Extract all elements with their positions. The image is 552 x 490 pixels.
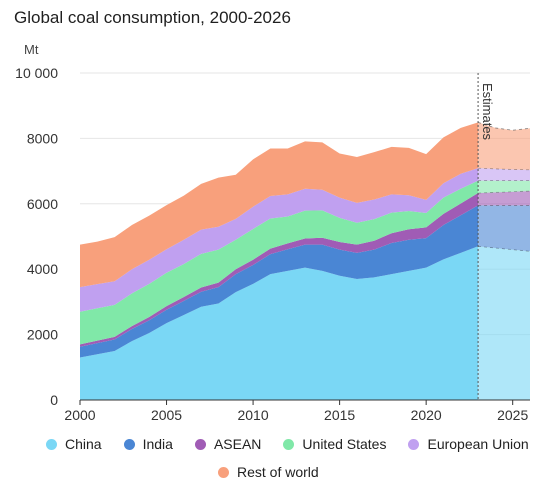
- legend-item-china: China: [46, 436, 102, 452]
- area-estimate-united-states: [478, 180, 530, 194]
- x-tick-label: 2000: [64, 407, 95, 423]
- legend-label: Rest of world: [237, 464, 319, 480]
- area-estimate-asean: [478, 191, 530, 206]
- legend-item-united-states: United States: [283, 436, 386, 452]
- y-tick-label: 6000: [27, 196, 58, 212]
- area-united-states: [80, 180, 479, 345]
- legend-swatch: [123, 438, 135, 450]
- area-estimate-european-union: [478, 168, 530, 181]
- y-tick-label: 4000: [27, 261, 58, 277]
- legend-swatch: [283, 438, 295, 450]
- y-tick-label: 8000: [27, 130, 58, 146]
- legend-swatch: [194, 438, 206, 450]
- y-tick-label: 2000: [27, 327, 58, 343]
- x-tick-label: 2015: [324, 407, 355, 423]
- legend-swatch: [408, 438, 420, 450]
- y-tick-label: 0: [50, 392, 58, 408]
- legend-item-asean: ASEAN: [194, 436, 262, 452]
- legend-item-european-union: European Union: [408, 436, 529, 452]
- area-india: [80, 205, 479, 358]
- chart-title: Global coal consumption, 2000-2026: [14, 8, 291, 27]
- stacked-area-chart: 0 2000 4000 6000 8000 10 000 Estimates 2000 2005…: [15, 65, 531, 423]
- x-tick-label: 2010: [237, 407, 268, 423]
- y-axis-unit: Mt: [24, 42, 39, 57]
- legend-label: United States: [302, 436, 387, 452]
- legend-label: European Union: [427, 436, 529, 452]
- area-china: [80, 246, 479, 400]
- area-estimate-china: [478, 246, 530, 400]
- legend-item-india: India: [123, 436, 173, 452]
- legend-swatch: [218, 466, 229, 478]
- legend-row-2: Rest of world: [218, 464, 341, 480]
- legend-label: ASEAN: [213, 436, 262, 452]
- estimate-boundary-rest-of-world: [477, 121, 531, 131]
- estimates-label: Estimates: [480, 83, 495, 141]
- area-rest-of-world: [80, 122, 479, 288]
- area-estimate-rest-of-world: [478, 122, 530, 170]
- legend-label: China: [65, 436, 102, 452]
- y-tick-label: 10 000: [15, 65, 58, 81]
- x-tick-label: 2020: [411, 407, 442, 423]
- legend-label: India: [142, 436, 173, 452]
- x-tick-label: 2025: [497, 407, 528, 423]
- x-tick-label: 2005: [151, 407, 182, 423]
- legend-row-1: China India ASEAN United States European Uni…: [46, 436, 551, 452]
- area-european-union: [80, 168, 479, 312]
- legend-item-rest-of-world: Rest of world: [218, 464, 319, 480]
- area-estimate-india: [478, 205, 530, 252]
- legend-swatch: [46, 438, 57, 450]
